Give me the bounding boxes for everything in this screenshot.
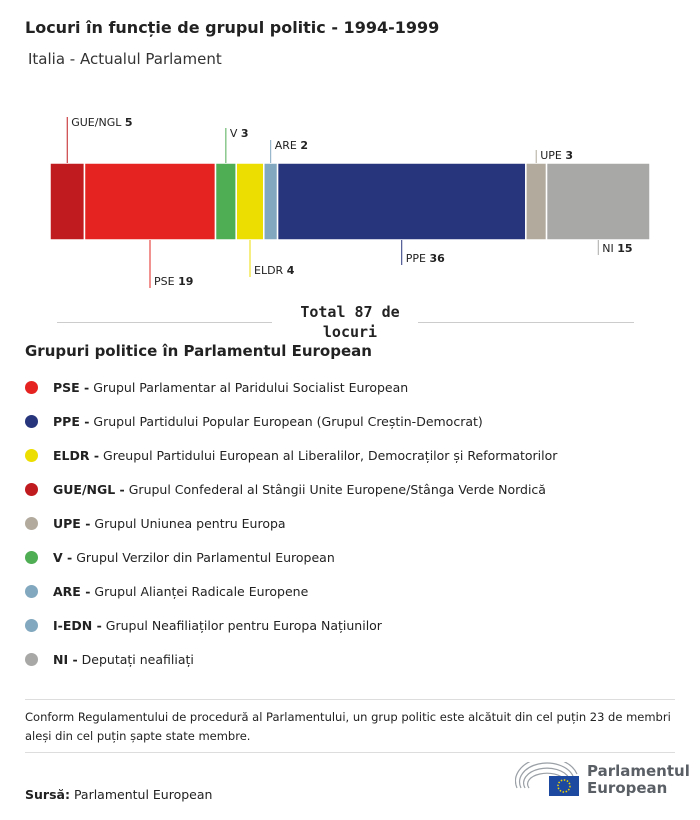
hemicycle-eu-flag-icon <box>515 762 579 796</box>
legend-item: ELDR - Greupul Partidului European al Lib… <box>25 438 557 472</box>
data-label: V 3 <box>230 127 249 140</box>
legend-name: Grupul Uniunea pentru Europa <box>94 515 286 531</box>
legend-swatch <box>25 516 38 530</box>
legend-name: Grupul Confederal al Stângii Unite Europ… <box>128 481 546 497</box>
legend-name: Grupul Parlamentar al Paridului Socialis… <box>93 379 409 395</box>
chart-title: Locuri în funcție de grupul politic - 19… <box>25 18 440 37</box>
legend-swatch <box>25 550 38 564</box>
data-label: NI 15 <box>602 242 632 255</box>
legend-abbr: NI - <box>53 651 78 667</box>
legend-name: Grupul Alianței Radicale Europene <box>94 583 309 599</box>
bar-segment-gue-ngl <box>49 162 86 241</box>
logo-text-line2: European <box>587 779 668 797</box>
legend-name: Greupul Partidului European al Liberalil… <box>103 447 558 463</box>
total-label: Total 87 de locuri <box>300 303 400 341</box>
source: Sursă: Parlamentul European <box>25 787 212 802</box>
data-label: PSE 19 <box>154 275 193 288</box>
chart-subtitle: Italia - Actualul Parlament <box>28 50 222 68</box>
legend-swatch <box>25 414 38 428</box>
legend-swatch <box>25 380 38 394</box>
legend-abbr: PSE - <box>53 379 90 395</box>
legend-abbr: UPE - <box>53 515 91 531</box>
divider <box>418 322 634 323</box>
legend-item: NI - Deputați neafiliați <box>25 642 557 676</box>
legend-item: PSE - Grupul Parlamentar al Paridului Soc… <box>25 370 557 404</box>
source-label: Sursă: <box>25 787 70 802</box>
bar-segment-eldr <box>235 162 265 241</box>
legend-swatch <box>25 448 38 462</box>
legend-item: UPE - Grupul Uniunea pentru Europa <box>25 506 557 540</box>
bar-segment-ni <box>545 162 651 241</box>
data-label: UPE 3 <box>540 149 573 162</box>
logo-text-line1: Parlamentul <box>587 762 690 780</box>
legend-title: Grupuri politice în Parlamentul European <box>25 342 372 360</box>
legend-item: I-EDN - Grupul Neafiliaților pentru Europ… <box>25 608 557 642</box>
data-label: ELDR 4 <box>254 264 295 277</box>
bar-segment-are <box>263 162 279 241</box>
legend-abbr: ELDR - <box>53 447 100 463</box>
divider <box>57 322 272 323</box>
legend-abbr: ARE - <box>53 583 91 599</box>
legend-swatch <box>25 618 38 632</box>
legend-abbr: GUE/NGL - <box>53 481 125 497</box>
source-value: Parlamentul European <box>73 787 213 802</box>
divider <box>25 699 675 700</box>
data-label: ARE 2 <box>275 139 308 152</box>
legend-name: Grupul Neafiliaților pentru Europa Națiu… <box>105 617 382 633</box>
legend-abbr: PPE - <box>53 413 90 429</box>
legend-swatch <box>25 584 38 598</box>
legend-item: PPE - Grupul Partidului Popular European … <box>25 404 557 438</box>
bar-segment-upe <box>525 162 548 241</box>
legend-swatch <box>25 482 38 496</box>
legend-name: Grupul Verzilor din Parlamentul European <box>76 549 335 565</box>
stacked-bar-chart: GUE/NGL 5 PSE 19 V 3 ELDR 4 ARE 2 PPE 36 UPE 3… <box>49 116 651 288</box>
bar-segment-v <box>214 162 237 241</box>
data-label: GUE/NGL 5 <box>71 116 132 129</box>
legend-swatch <box>25 652 38 666</box>
divider <box>25 752 675 753</box>
legend-abbr: I-EDN - <box>53 617 102 633</box>
legend-name: Deputați neafiliați <box>81 651 194 667</box>
data-label: PPE 36 <box>406 252 445 265</box>
legend-item: ARE - Grupul Alianței Radicale Europene <box>25 574 557 608</box>
footnote: Conform Regulamentului de procedură al P… <box>25 710 671 743</box>
legend: PSE - Grupul Parlamentar al Paridului Soc… <box>25 370 557 676</box>
legend-item: GUE/NGL - Grupul Confederal al Stângii Un… <box>25 472 557 506</box>
legend-name: Grupul Partidului Popular European (Grup… <box>93 413 483 429</box>
legend-item: V - Grupul Verzilor din Parlamentul Europ… <box>25 540 557 574</box>
ep-logo: Parlamentul European <box>515 762 690 798</box>
legend-abbr: V - <box>53 549 73 565</box>
bar-segment-pse <box>83 162 217 241</box>
bar-segment-ppe <box>276 162 527 241</box>
